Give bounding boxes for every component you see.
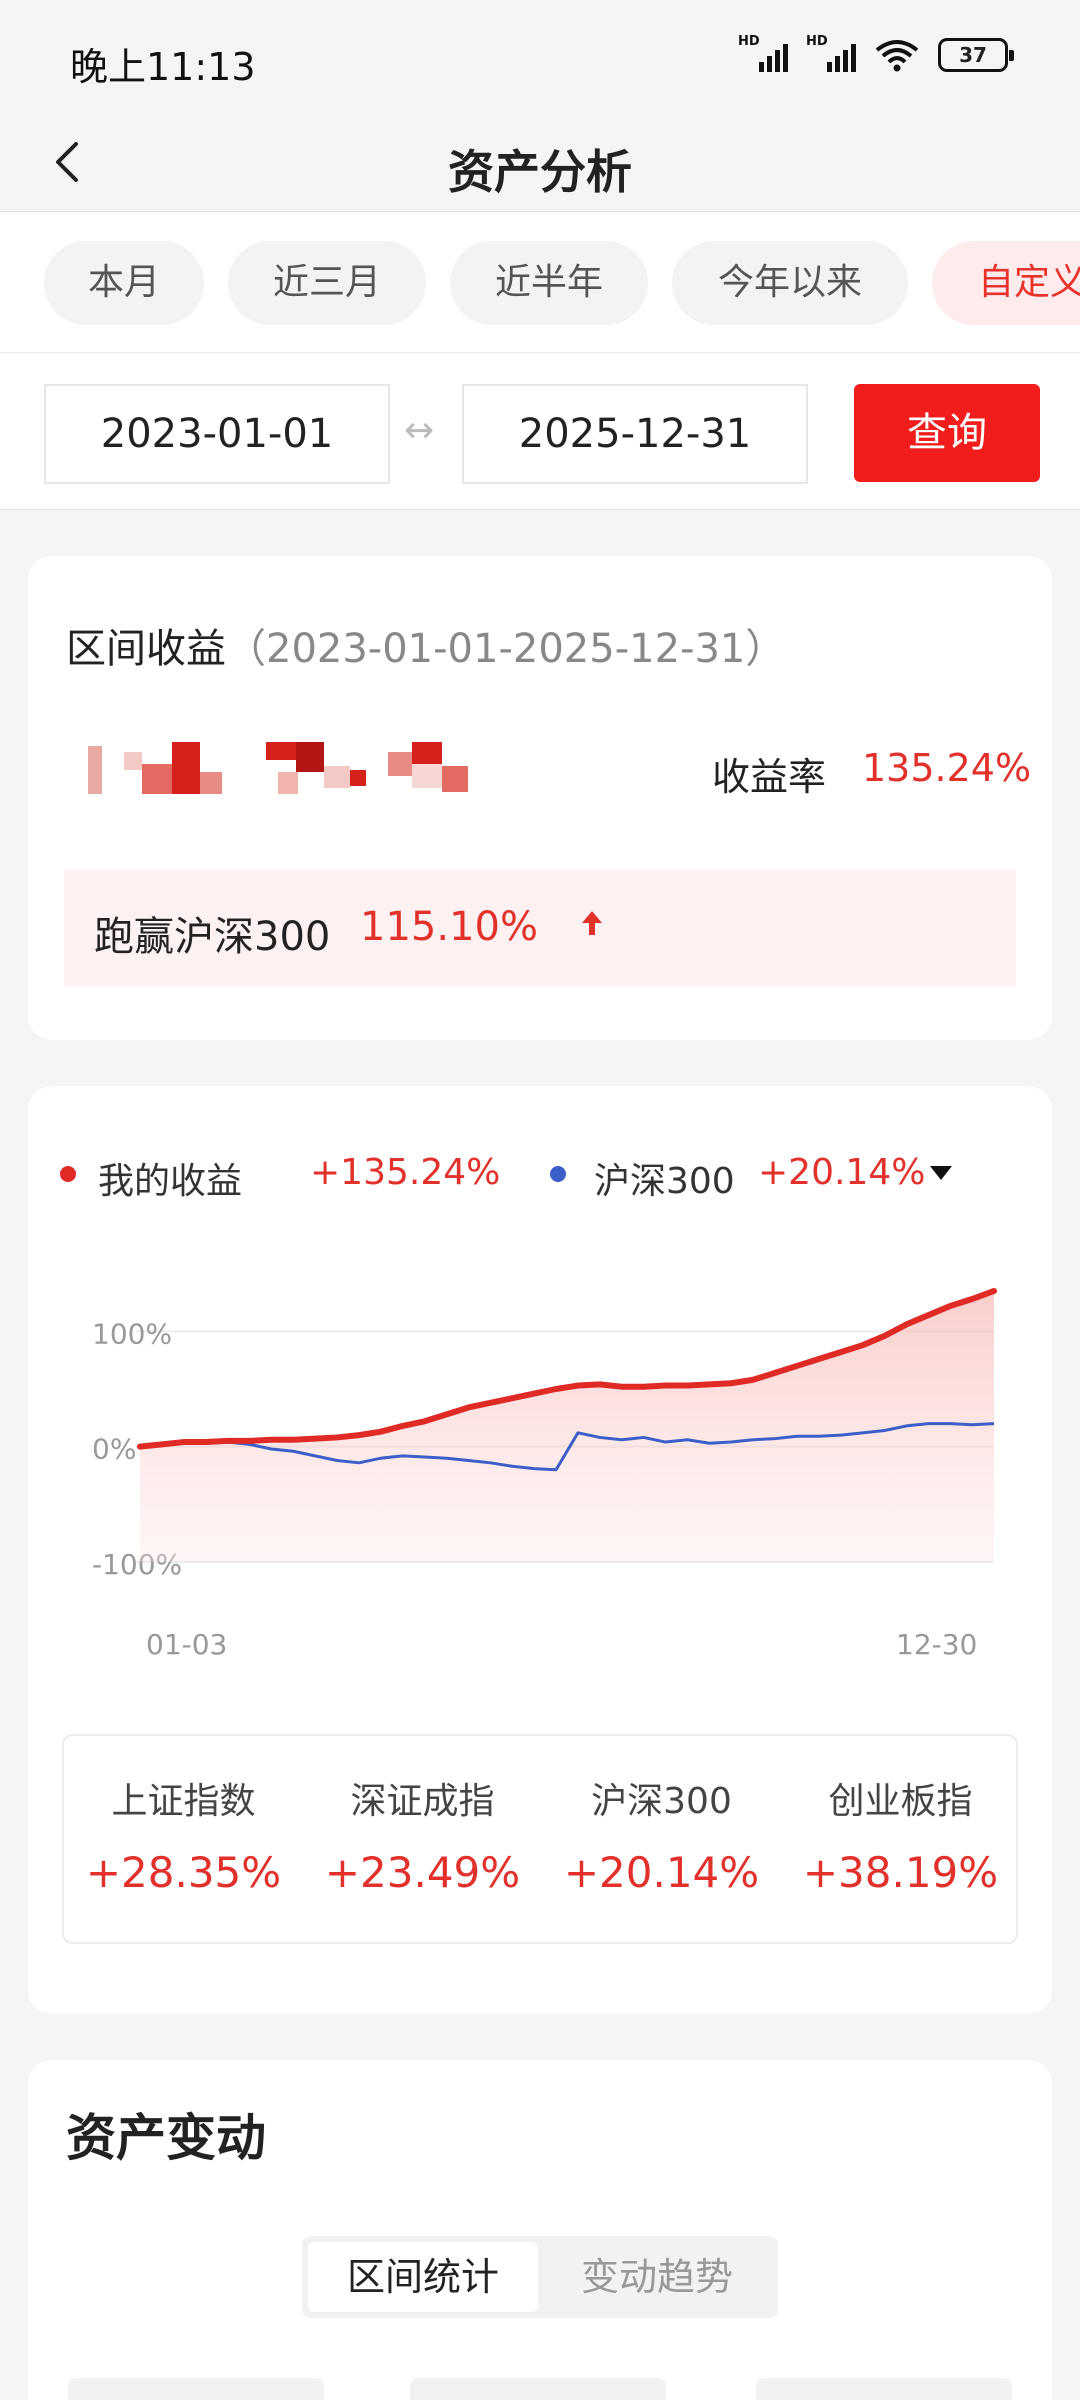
status-icons: HD HD 37 bbox=[738, 34, 1014, 72]
date-range-bar: 2023-01-01 ↔ 2025-12-31 查询 bbox=[0, 354, 1080, 510]
range-dates: （2023-01-01-2025-12-31） bbox=[226, 626, 786, 672]
range-return-card: 区间收益（2023-01-01-2025-12-31） 收益率 135.24% … bbox=[28, 556, 1052, 1040]
asset-change-toggle: 区间统计 变动趋势 bbox=[302, 2236, 778, 2318]
index-item: 创业板指 +38.19% bbox=[781, 1772, 1020, 1897]
end-date-field[interactable]: 2025-12-31 bbox=[462, 384, 808, 484]
legend-mine-label: 我的收益 bbox=[98, 1161, 243, 1202]
tab-range-stats[interactable]: 区间统计 bbox=[308, 2242, 538, 2312]
index-item: 沪深300 +20.14% bbox=[542, 1772, 781, 1897]
tab-last-half-year[interactable]: 近半年 bbox=[450, 241, 648, 325]
index-comparison: 上证指数 +28.35% 深证成指 +23.49% 沪深300 +20.14% … bbox=[62, 1734, 1018, 1944]
status-time: 晚上11:13 bbox=[70, 45, 256, 89]
chart-legend: 我的收益 +135.24% 沪深300 +20.14% bbox=[60, 1146, 1020, 1202]
return-rate-label: 收益率 bbox=[712, 755, 827, 799]
navigation-bar: 资产分析 bbox=[0, 112, 1080, 212]
y-tick-label: 100% bbox=[92, 1317, 172, 1350]
return-rate-value: 135.24% bbox=[862, 746, 1032, 790]
query-button[interactable]: 查询 bbox=[854, 384, 1040, 482]
index-name: 创业板指 bbox=[828, 1781, 973, 1822]
asset-change-card: 资产变动 区间统计 变动趋势 bbox=[28, 2060, 1052, 2400]
battery-icon: 37 bbox=[938, 38, 1014, 72]
return-chart-card: 我的收益 +135.24% 沪深300 +20.14% 200%100%0%-1… bbox=[28, 1086, 1052, 2014]
index-value: +23.49% bbox=[324, 1848, 521, 1897]
stat-placeholder bbox=[68, 2378, 324, 2400]
legend-dot-index bbox=[550, 1166, 566, 1182]
signal-icon: HD bbox=[738, 34, 788, 72]
series-line-index bbox=[139, 1422, 995, 1472]
range-return-title: 区间收益（2023-01-01-2025-12-31） bbox=[66, 626, 786, 672]
tab-custom[interactable]: 自定义 bbox=[932, 241, 1080, 325]
chevron-left-icon[interactable] bbox=[40, 132, 100, 192]
wifi-icon bbox=[875, 40, 919, 72]
index-name: 深证成指 bbox=[350, 1781, 495, 1822]
page-title: 资产分析 bbox=[448, 145, 632, 199]
x-tick-label: 01-03 bbox=[146, 1628, 227, 1661]
period-tabs: 本月 近三月 近半年 今年以来 自定义 bbox=[0, 213, 1080, 353]
index-value: +20.14% bbox=[563, 1848, 760, 1897]
tab-this-month[interactable]: 本月 bbox=[44, 241, 204, 325]
legend-dot-mine bbox=[60, 1166, 76, 1182]
tab-change-trend[interactable]: 变动趋势 bbox=[580, 2255, 733, 2299]
caret-down-icon[interactable] bbox=[930, 1166, 952, 1182]
stat-placeholder bbox=[410, 2378, 666, 2400]
beat-index-label: 跑赢沪深300 bbox=[94, 914, 331, 960]
series-line-mine bbox=[137, 1287, 997, 1450]
legend-index-label[interactable]: 沪深300 bbox=[594, 1161, 735, 1202]
index-name: 沪深300 bbox=[591, 1781, 732, 1822]
asset-change-title: 资产变动 bbox=[66, 2109, 266, 2167]
index-value: +28.35% bbox=[85, 1848, 282, 1897]
x-tick-label: 12-30 bbox=[896, 1628, 977, 1661]
legend-mine-value: +135.24% bbox=[310, 1152, 501, 1193]
date-separator: ↔ bbox=[404, 410, 435, 451]
y-tick-label: 0% bbox=[92, 1433, 136, 1466]
legend-index-value: +20.14% bbox=[758, 1152, 926, 1193]
signal-icon-2: HD bbox=[806, 34, 856, 72]
index-name: 上证指数 bbox=[111, 1781, 256, 1822]
tab-year-to-date[interactable]: 今年以来 bbox=[672, 241, 908, 325]
beat-index-banner: 跑赢沪深300 115.10% bbox=[64, 870, 1016, 986]
arrow-up-icon bbox=[582, 911, 602, 935]
tab-last-three-months[interactable]: 近三月 bbox=[228, 241, 426, 325]
beat-index-value: 115.10% bbox=[360, 904, 538, 950]
status-bar: 晚上11:13 HD HD 37 bbox=[0, 0, 1080, 112]
index-item: 上证指数 +28.35% bbox=[64, 1772, 303, 1897]
masked-amount bbox=[88, 742, 508, 802]
start-date-field[interactable]: 2023-01-01 bbox=[44, 384, 390, 484]
series-area-mine bbox=[140, 1290, 994, 1562]
stat-placeholder bbox=[756, 2378, 1012, 2400]
index-value: +38.19% bbox=[802, 1848, 999, 1897]
index-item: 深证成指 +23.49% bbox=[303, 1772, 542, 1897]
